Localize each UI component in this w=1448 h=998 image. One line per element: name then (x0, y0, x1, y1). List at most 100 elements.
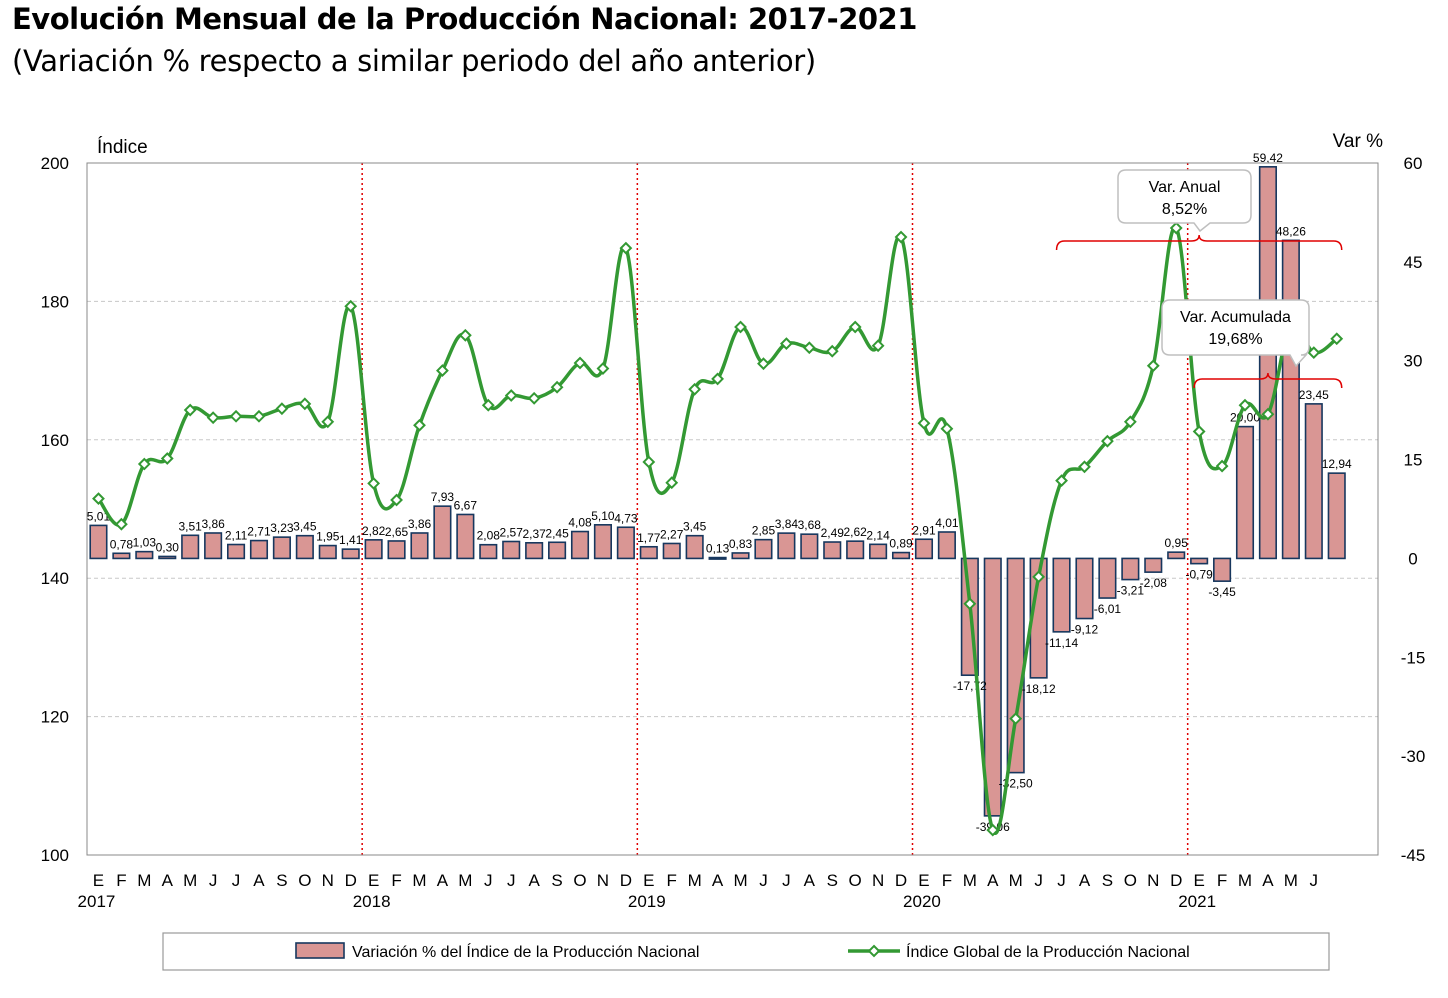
month-tick-label: J (507, 871, 516, 890)
bar-data-label: 2,49 (821, 526, 845, 540)
month-tick-label: O (849, 871, 862, 890)
bar (1235, 425, 1255, 560)
callout-value: 19,68% (1208, 331, 1262, 348)
bar-data-label: 0,83 (729, 537, 753, 551)
line-point (298, 397, 312, 411)
bar (593, 524, 612, 560)
bar (823, 541, 842, 560)
month-tick-label: A (1262, 871, 1274, 890)
bar (318, 544, 337, 560)
line-point (344, 299, 358, 313)
month-tick-label: F (391, 871, 401, 890)
line-point (986, 823, 1000, 837)
line-point (92, 492, 105, 506)
callout-box (1161, 299, 1310, 368)
month-tick-label: J (1034, 871, 1043, 890)
bar-data-label: 0,95 (1165, 536, 1189, 550)
bar (846, 540, 865, 560)
bar-data-label: 2,65 (385, 525, 409, 539)
month-tick-label: E (918, 871, 929, 890)
year-tick-label: 2018 (353, 892, 391, 911)
annual-brace (1055, 234, 1343, 251)
bar-data-label: -32,50 (999, 777, 1033, 791)
month-tick-label: M (1009, 871, 1023, 890)
line-point (1032, 570, 1046, 584)
line-point (848, 320, 862, 334)
line-point (321, 415, 335, 429)
bar-data-label: 2,82 (362, 524, 386, 538)
left-tick-label: 200 (41, 154, 69, 173)
left-axis-label: Índice (97, 137, 148, 158)
bar-data-label: 6,67 (454, 498, 478, 512)
line-point (642, 455, 656, 469)
line-point (757, 357, 770, 371)
month-tick-label: M (688, 871, 702, 890)
line-point (527, 391, 541, 405)
month-tick-label: F (116, 871, 126, 890)
bar (1167, 551, 1186, 560)
callout-value: 8,52% (1162, 201, 1207, 218)
month-tick-label: E (1193, 871, 1204, 890)
right-tick-label: 15 (1404, 451, 1423, 470)
bar-data-label: -3,21 (1117, 584, 1145, 598)
month-tick-label: J (232, 871, 241, 890)
left-tick-label: 180 (41, 292, 69, 311)
left-tick-label: 140 (41, 569, 69, 588)
month-tick-label: A (712, 871, 724, 890)
bar (708, 556, 727, 560)
bar-data-label: 4,73 (614, 511, 638, 525)
bar (204, 532, 223, 560)
line-point (619, 241, 633, 255)
legend-line-marker (867, 944, 881, 958)
bar (937, 531, 956, 560)
month-tick-label: N (597, 871, 609, 890)
bar-data-label: 3,45 (293, 520, 317, 534)
bar (295, 534, 314, 560)
line-point (1101, 434, 1114, 448)
bar (548, 541, 567, 560)
bar-data-label: 0,78 (110, 537, 134, 551)
bar (800, 533, 819, 560)
bar (456, 513, 475, 560)
line-point (688, 382, 702, 396)
bar-data-label: 4,08 (568, 516, 592, 530)
bar-data-label: 2,11 (225, 529, 248, 543)
line-point (1238, 398, 1252, 412)
cumulative-callout: Var. Acumulada 19,68% (1161, 299, 1310, 368)
bar (89, 524, 108, 560)
bar (570, 530, 590, 560)
bar-data-labels: 5,010,78 1,03 0,303,51 3,862,11 2,71 3,23 3,45… (87, 151, 1352, 834)
month-tick-label: F (942, 871, 952, 890)
bar (479, 543, 498, 560)
bar-data-label: -17,72 (953, 679, 987, 693)
bar (1258, 166, 1277, 560)
month-tick-label: D (1170, 871, 1182, 890)
bar-data-label: -11,14 (1045, 636, 1078, 650)
month-tick-label: M (412, 871, 426, 890)
month-tick-label: S (551, 871, 562, 890)
bar (1190, 557, 1209, 565)
bar (341, 548, 360, 560)
left-tick-label: 120 (41, 708, 69, 727)
line-point (160, 452, 174, 465)
bar (869, 543, 888, 560)
line-point (596, 362, 610, 375)
month-tick-label: O (573, 871, 586, 890)
bar (433, 505, 452, 560)
bar-data-label: 2,62 (843, 525, 867, 539)
line-point (779, 337, 793, 351)
year-tick-label: 2017 (78, 892, 116, 911)
legend-box (162, 932, 1330, 971)
right-tick-label: -30 (1401, 747, 1426, 766)
line-point (114, 517, 128, 531)
line-point (940, 422, 954, 436)
right-tick-label: 30 (1404, 352, 1423, 371)
line-point (390, 493, 403, 507)
month-tick-label: M (733, 871, 747, 890)
bar (226, 543, 246, 560)
bar (410, 532, 429, 560)
month-tick-label: M (963, 871, 977, 890)
line-point (825, 344, 839, 358)
callout-title: Var. Anual (1149, 179, 1221, 196)
callout-title: Var. Acumulada (1180, 309, 1291, 326)
